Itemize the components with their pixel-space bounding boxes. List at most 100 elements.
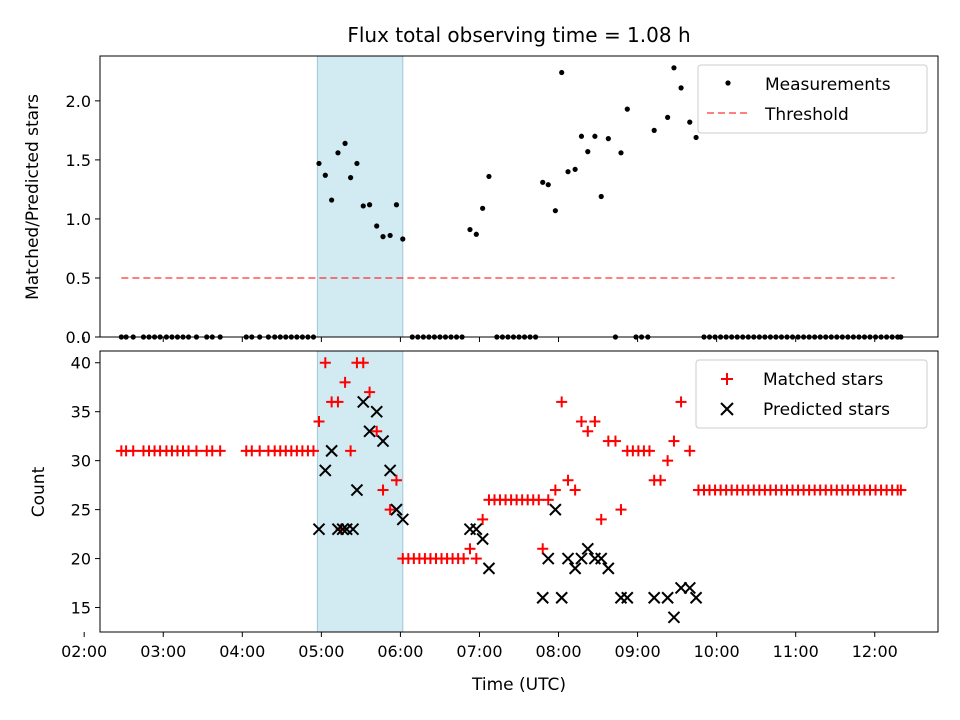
measurement-point [671, 65, 677, 71]
predicted-star-point [683, 581, 696, 595]
predicted-star-point [568, 562, 582, 575]
matched-star-point [127, 445, 139, 457]
data-marks [115, 357, 907, 624]
measurement-point [354, 160, 360, 167]
matched-star-point [464, 543, 476, 555]
matched-star-point [615, 504, 627, 516]
matched-star-point [575, 415, 587, 427]
measurement-point [624, 106, 630, 112]
predicted-star-point [621, 591, 634, 604]
chart-title: Flux total observing time = 1.08 h [347, 23, 690, 47]
measurement-point [387, 232, 393, 239]
x-tick-label: 08:00 [535, 642, 581, 661]
measurement-point [592, 133, 598, 139]
predicted-star-point [581, 542, 594, 555]
measurement-point [687, 119, 693, 125]
y-tick-label: 25 [71, 501, 91, 520]
matched-star-point [655, 474, 667, 486]
measurement-point [552, 208, 558, 214]
matched-star-point [345, 445, 357, 457]
legend-marker-matched [721, 373, 733, 385]
legend-box [695, 359, 928, 429]
matched-star-point [684, 445, 696, 457]
y-ticks: 0.0 0.5 1.0 1.5 2.0 [66, 92, 100, 347]
x-tick-label: 04:00 [219, 642, 265, 661]
measurement-point [380, 234, 386, 240]
predicted-star-point [476, 532, 489, 546]
x-tick-label: 10:00 [694, 642, 740, 661]
matched-star-point [190, 445, 202, 457]
x-tick-label: 03:00 [140, 642, 186, 661]
matched-star-point [384, 504, 396, 516]
legend-marker-predicted [720, 402, 734, 416]
measurement-point [545, 182, 551, 188]
measurement-point [665, 114, 671, 120]
x-tick-label: 11:00 [773, 642, 819, 661]
predicted-star-point [536, 591, 549, 604]
matched-star-point [339, 376, 351, 388]
matched-star-point [364, 386, 376, 398]
measurement-point [400, 236, 406, 242]
matched-star-point [562, 474, 574, 486]
measurement-point [473, 231, 479, 237]
matched-star-point [643, 445, 655, 457]
measurement-point [486, 173, 492, 180]
predicted-star-point [312, 522, 326, 536]
measurement-point [393, 202, 400, 208]
x-axis-label: Time (UTC) [471, 675, 566, 695]
predicted-star-point [350, 483, 364, 497]
measurement-point [342, 140, 348, 146]
matched-star-point [313, 415, 325, 427]
legend-label-predicted: Predicted stars [763, 400, 890, 420]
measurement-point [348, 175, 354, 181]
matched-star-point [556, 396, 568, 408]
measurement-point [565, 169, 571, 175]
predicted-star-point [370, 405, 383, 418]
measurement-point [598, 193, 604, 200]
predicted-star-point [319, 464, 332, 477]
y-tick-label: 20 [71, 550, 91, 569]
measurement-point [322, 172, 328, 178]
matched-star-point [668, 435, 680, 447]
predicted-star-point [689, 591, 703, 604]
matched-star-point [470, 553, 482, 565]
highlight-span [316, 55, 404, 338]
y-tick-label: 1.5 [66, 151, 91, 170]
measurement-point [329, 197, 335, 203]
y-axis-label: Matched/Predicted stars [23, 94, 43, 300]
measurement-point [605, 136, 611, 142]
predicted-star-point [647, 591, 661, 604]
x-tick-label: 05:00 [298, 642, 344, 661]
x-tick-label: 07:00 [456, 642, 502, 661]
highlight-span [316, 350, 404, 633]
measurement-point [366, 202, 373, 208]
predicted-star-point [363, 425, 376, 438]
legend-marker-measurements [725, 80, 731, 86]
matched-star-point [390, 474, 402, 486]
y-tick-label: 0.0 [66, 328, 91, 347]
y-tick-label: 15 [71, 599, 91, 618]
legend: Measurements Threshold [697, 64, 928, 134]
matched-star-point [319, 357, 331, 369]
predicted-star-point [542, 552, 555, 565]
matched-star-point [371, 425, 383, 437]
matched-star-point [533, 494, 545, 506]
measurement-point [480, 205, 486, 211]
predicted-star-point [396, 513, 409, 526]
legend-label-threshold: Threshold [764, 105, 849, 125]
matched-star-point [357, 357, 369, 369]
legend-label-matched: Matched stars [763, 370, 883, 390]
matched-star-point [307, 445, 319, 457]
predicted-star-point [325, 444, 338, 458]
y-tick-label: 40 [71, 354, 91, 373]
predicted-star-point [575, 552, 588, 565]
top-panel: 0.00.51.01.52.0 Matched/Predicted stars … [23, 55, 939, 347]
y-ticks: 15 20 25 30 35 40 [71, 354, 100, 618]
plot-frame [99, 350, 939, 633]
measurement-point [467, 226, 473, 233]
matched-star-point [675, 396, 687, 408]
x-tick-label: 02:00 [61, 642, 107, 661]
matched-star-point [537, 543, 549, 555]
measurement-point [540, 179, 546, 185]
